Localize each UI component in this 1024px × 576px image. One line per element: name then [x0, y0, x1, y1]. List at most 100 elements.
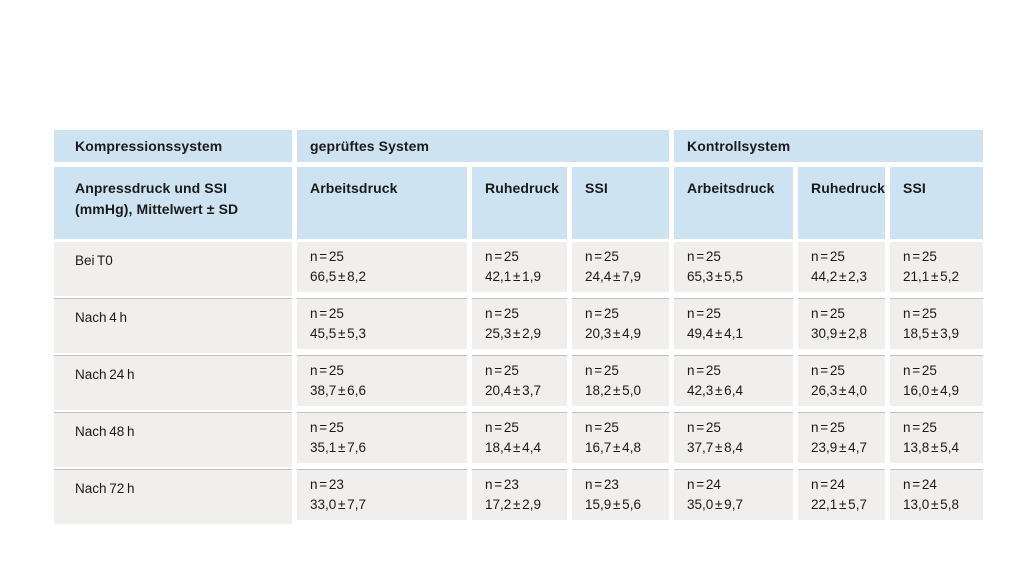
- data-cell: n = 25 44,2 ± 2,3: [798, 242, 885, 292]
- mean-sd-value: 20,3 ± 4,9: [585, 325, 641, 341]
- row-label: Nach 48 h: [54, 412, 292, 467]
- data-cell: n = 25 26,3 ± 4,0: [798, 355, 885, 406]
- n-count: n = 25: [687, 306, 721, 321]
- n-count: n = 25: [310, 420, 344, 435]
- mean-sd-value: 15,9 ± 5,6: [585, 496, 641, 512]
- mean-sd-value: 35,1 ± 7,6: [310, 439, 366, 455]
- subheader-title-line2: (mmHg), Mittelwert ± SD: [75, 201, 239, 217]
- data-cell: n = 25 42,1 ± 1,9: [472, 242, 567, 292]
- header-cell-kontrollsystem: Kontrollsystem: [674, 130, 983, 162]
- n-count: n = 24: [903, 477, 937, 492]
- data-cell: n = 25 42,3 ± 6,4: [674, 355, 793, 406]
- column-header-arbeitsdruck-control: Arbeitsdruck: [674, 167, 793, 239]
- n-count: n = 23: [585, 477, 619, 492]
- data-cell: n = 25 18,4 ± 4,4: [472, 412, 567, 463]
- table-row-48h: Nach 48 h n = 25 35,1 ± 7,6 n = 25 18,4 …: [54, 412, 983, 467]
- table-row-72h: Nach 72 h n = 23 33,0 ± 7,7 n = 23 17,2 …: [54, 469, 983, 524]
- row-label: Nach 72 h: [54, 469, 292, 524]
- data-cell: n = 23 33,0 ± 7,7: [297, 469, 467, 520]
- mean-sd-value: 24,4 ± 7,9: [585, 268, 641, 284]
- mean-sd-value: 44,2 ± 2,3: [811, 268, 867, 284]
- n-count: n = 25: [811, 363, 845, 378]
- n-count: n = 25: [903, 306, 937, 321]
- mean-sd-value: 13,0 ± 5,8: [903, 496, 959, 512]
- mean-sd-value: 17,2 ± 2,9: [485, 496, 541, 512]
- n-count: n = 25: [485, 249, 519, 264]
- column-header-ruhedruck-tested: Ruhedruck: [472, 167, 567, 239]
- mean-sd-value: 33,0 ± 7,7: [310, 496, 366, 512]
- n-count: n = 25: [811, 420, 845, 435]
- data-cell: n = 25 18,5 ± 3,9: [890, 298, 983, 349]
- mean-sd-value: 20,4 ± 3,7: [485, 382, 541, 398]
- data-cell: n = 25 23,9 ± 4,7: [798, 412, 885, 463]
- header-cell-geprueftes-system: geprüftes System: [297, 130, 669, 162]
- n-count: n = 25: [585, 420, 619, 435]
- column-header-ruhedruck-control: Ruhedruck: [798, 167, 885, 239]
- mean-sd-value: 37,7 ± 8,4: [687, 439, 743, 455]
- data-cell: n = 25 24,4 ± 7,9: [572, 242, 669, 292]
- n-count: n = 25: [585, 249, 619, 264]
- table-row-4h: Nach 4 h n = 25 45,5 ± 5,3 n = 25 25,3 ±…: [54, 298, 983, 353]
- mean-sd-value: 66,5 ± 8,2: [310, 268, 366, 284]
- mean-sd-value: 35,0 ± 9,7: [687, 496, 743, 512]
- mean-sd-value: 42,3 ± 6,4: [687, 382, 743, 398]
- mean-sd-value: 49,4 ± 4,1: [687, 325, 743, 341]
- data-cell: n = 25 35,1 ± 7,6: [297, 412, 467, 463]
- data-cell: n = 25 18,2 ± 5,0: [572, 355, 669, 406]
- data-cell: n = 24 35,0 ± 9,7: [674, 469, 793, 520]
- data-cell: n = 25 13,8 ± 5,4: [890, 412, 983, 463]
- subheader-title-line1: Anpressdruck und SSI: [75, 180, 228, 196]
- row-label: Nach 4 h: [54, 298, 292, 353]
- data-cell: n = 25 45,5 ± 5,3: [297, 298, 467, 349]
- mean-sd-value: 65,3 ± 5,5: [687, 268, 743, 284]
- row-label: Bei T0: [54, 242, 292, 296]
- table-body: Bei T0 n = 25 66,5 ± 8,2 n = 25 42,1 ± 1…: [54, 242, 983, 524]
- mean-sd-value: 25,3 ± 2,9: [485, 325, 541, 341]
- column-header-ssi-tested: SSI: [572, 167, 669, 239]
- n-count: n = 25: [310, 249, 344, 264]
- column-header-arbeitsdruck-tested: Arbeitsdruck: [297, 167, 467, 239]
- n-count: n = 25: [687, 363, 721, 378]
- data-cell: n = 25 65,3 ± 5,5: [674, 242, 793, 292]
- data-cell: n = 24 13,0 ± 5,8: [890, 469, 983, 520]
- n-count: n = 25: [485, 306, 519, 321]
- n-count: n = 25: [903, 363, 937, 378]
- n-count: n = 24: [687, 477, 721, 492]
- mean-sd-value: 13,8 ± 5,4: [903, 439, 959, 455]
- mean-sd-value: 21,1 ± 5,2: [903, 268, 959, 284]
- header-row-top: Kompressionssystem geprüftes System Kont…: [54, 130, 983, 162]
- table-row-24h: Nach 24 h n = 25 38,7 ± 6,6 n = 25 20,4 …: [54, 355, 983, 410]
- mean-sd-value: 16,7 ± 4,8: [585, 439, 641, 455]
- mean-sd-value: 38,7 ± 6,6: [310, 382, 366, 398]
- n-count: n = 25: [485, 420, 519, 435]
- row-label: Nach 24 h: [54, 355, 292, 410]
- header-cell-kompressionssystem: Kompressionssystem: [54, 130, 292, 162]
- table-row-t0: Bei T0 n = 25 66,5 ± 8,2 n = 25 42,1 ± 1…: [54, 242, 983, 296]
- n-count: n = 25: [687, 420, 721, 435]
- subheader-row: Anpressdruck und SSI (mmHg), Mittelwert …: [54, 167, 983, 239]
- n-count: n = 25: [585, 306, 619, 321]
- data-cell: n = 25 30,9 ± 2,8: [798, 298, 885, 349]
- n-count: n = 24: [811, 477, 845, 492]
- data-cell: n = 24 22,1 ± 5,7: [798, 469, 885, 520]
- n-count: n = 23: [310, 477, 344, 492]
- mean-sd-value: 30,9 ± 2,8: [811, 325, 867, 341]
- compression-table: Kompressionssystem geprüftes System Kont…: [54, 130, 983, 524]
- n-count: n = 25: [903, 420, 937, 435]
- mean-sd-value: 23,9 ± 4,7: [811, 439, 867, 455]
- mean-sd-value: 18,5 ± 3,9: [903, 325, 959, 341]
- data-cell: n = 25 21,1 ± 5,2: [890, 242, 983, 292]
- data-cell: n = 25 49,4 ± 4,1: [674, 298, 793, 349]
- data-cell: n = 25 16,7 ± 4,8: [572, 412, 669, 463]
- subheader-row-title: Anpressdruck und SSI (mmHg), Mittelwert …: [54, 167, 292, 239]
- mean-sd-value: 18,2 ± 5,0: [585, 382, 641, 398]
- mean-sd-value: 45,5 ± 5,3: [310, 325, 366, 341]
- data-cell: n = 25 38,7 ± 6,6: [297, 355, 467, 406]
- n-count: n = 25: [585, 363, 619, 378]
- mean-sd-value: 22,1 ± 5,7: [811, 496, 867, 512]
- data-cell: n = 25 20,4 ± 3,7: [472, 355, 567, 406]
- data-cell: n = 25 25,3 ± 2,9: [472, 298, 567, 349]
- column-header-ssi-control: SSI: [890, 167, 983, 239]
- data-cell: n = 23 15,9 ± 5,6: [572, 469, 669, 520]
- n-count: n = 25: [310, 363, 344, 378]
